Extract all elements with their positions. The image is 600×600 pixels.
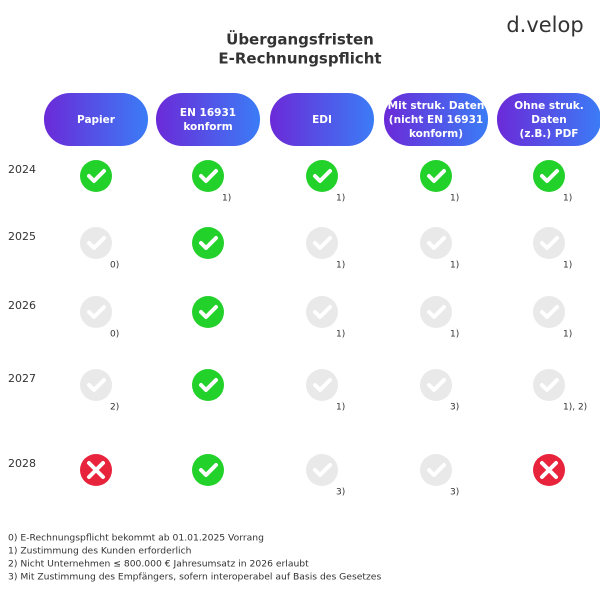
check (87, 236, 106, 250)
footnote-ref: 3) (450, 403, 459, 413)
check (313, 378, 332, 392)
footnote-ref: 1) (336, 403, 345, 413)
column-header-label: konform) (409, 128, 463, 140)
footnote-ref: 1) (450, 194, 459, 204)
status-icon (533, 160, 565, 192)
year-label: 2026 (8, 299, 36, 312)
status-icon (306, 160, 338, 192)
footnote-ref: 1) (563, 330, 572, 340)
check (540, 236, 559, 250)
status-icon (80, 296, 112, 328)
footnote-ref: 0) (110, 261, 119, 271)
column-header (156, 93, 260, 146)
status-icon (306, 369, 338, 401)
year-label: 2024 (8, 163, 36, 176)
title-line: Übergangsfristen (226, 30, 374, 49)
check (199, 169, 218, 183)
footnote-ref: 1) (222, 194, 231, 204)
check (540, 169, 559, 183)
status-icon (306, 227, 338, 259)
column-header (270, 93, 374, 146)
check (199, 305, 218, 319)
footnote: 3) Mit Zustimmung des Empfängers, sofern… (8, 572, 381, 583)
footnote: 2) Nicht Unternehmen ≤ 800.000 € Jahresu… (8, 559, 309, 570)
check (540, 305, 559, 319)
column-header-label: Mit struk. Daten (388, 100, 485, 112)
footnote-ref: 1) (450, 330, 459, 340)
check (199, 463, 218, 477)
status-icon (533, 296, 565, 328)
status-icon (533, 227, 565, 259)
column-header (44, 93, 148, 146)
status-icon (306, 296, 338, 328)
status-icon (192, 160, 224, 192)
check (199, 378, 218, 392)
footnote-ref: 1) (336, 194, 345, 204)
check (427, 305, 446, 319)
status-icon (420, 160, 452, 192)
status-icon (533, 369, 565, 401)
column-header-label: Daten (531, 114, 566, 126)
check (199, 236, 218, 250)
check (427, 169, 446, 183)
check (313, 169, 332, 183)
footnote-ref: 2) (110, 403, 119, 413)
footnote-ref: 3) (450, 488, 459, 498)
footnote-ref: 1) (450, 261, 459, 271)
status-icon (420, 369, 452, 401)
column-header-label: Papier (77, 114, 116, 126)
year-label: 2025 (8, 230, 36, 243)
check (87, 378, 106, 392)
status-icon (192, 369, 224, 401)
column-header-label: Ohne struk. (514, 100, 584, 112)
footnote-ref: 1) (563, 261, 572, 271)
check (87, 169, 106, 183)
check (427, 378, 446, 392)
year-label: 2028 (8, 457, 36, 470)
footnote-ref: 0) (110, 330, 119, 340)
column-header-label: EDI (312, 114, 332, 126)
status-icon (192, 227, 224, 259)
footnote-ref: 1) (563, 194, 572, 204)
status-icon (192, 296, 224, 328)
footnote-ref: 1), 2) (563, 403, 587, 413)
column-header-label: (nicht EN 16931 (389, 114, 483, 126)
check (313, 236, 332, 250)
footnote: 1) Zustimmung des Kunden erforderlich (8, 546, 192, 557)
status-icon (80, 160, 112, 192)
check (313, 463, 332, 477)
check (427, 236, 446, 250)
cross (540, 461, 558, 479)
check (87, 305, 106, 319)
footnote-ref: 1) (336, 330, 345, 340)
footnote-ref: 3) (336, 488, 345, 498)
column-header-label: (z.B.) PDF (520, 128, 579, 140)
column-header-label: EN 16931 (180, 107, 236, 119)
column-header-label: konform (183, 121, 232, 133)
status-icon (306, 454, 338, 486)
status-icon (192, 454, 224, 486)
status-icon (420, 296, 452, 328)
status-icon (420, 454, 452, 486)
footnote-ref: 1) (336, 261, 345, 271)
column-header (497, 93, 600, 146)
check (427, 463, 446, 477)
title-line: E-Rechnungspflicht (218, 50, 381, 68)
column-header (384, 93, 488, 146)
check (540, 378, 559, 392)
status-icon (80, 227, 112, 259)
cross (87, 461, 105, 479)
year-label: 2027 (8, 372, 36, 385)
footnote: 0) E-Rechnungspflicht bekommt ab 01.01.2… (8, 533, 264, 544)
status-icon (80, 369, 112, 401)
status-icon (420, 227, 452, 259)
check (313, 305, 332, 319)
logo: d.velop (506, 13, 583, 37)
